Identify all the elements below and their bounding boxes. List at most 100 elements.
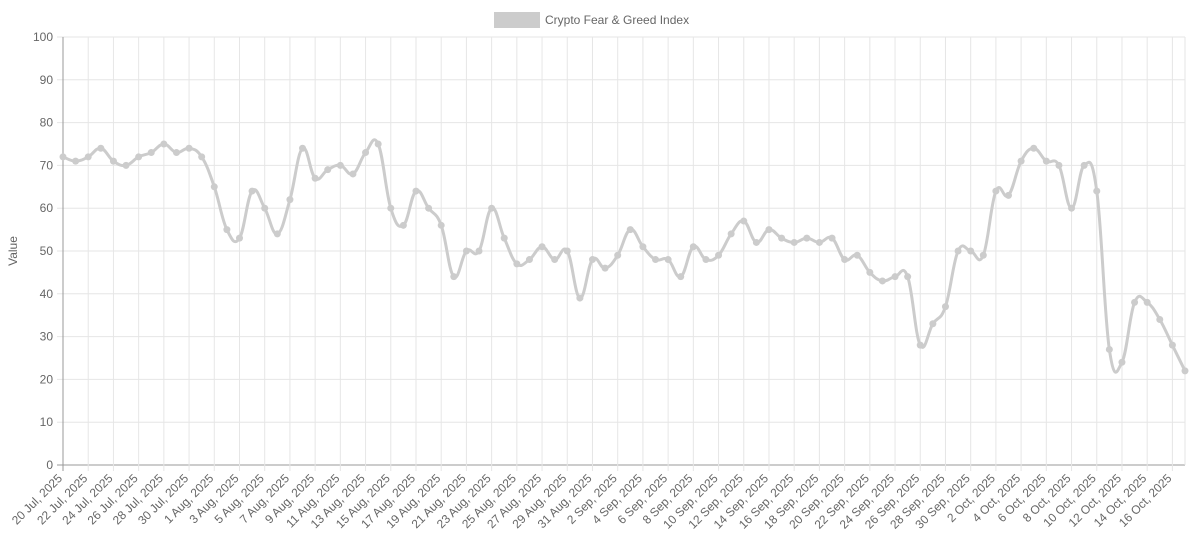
point	[72, 157, 80, 165]
point	[614, 251, 622, 259]
point	[172, 149, 180, 157]
point	[828, 234, 836, 242]
point	[462, 247, 470, 255]
point	[135, 153, 143, 161]
point	[740, 217, 748, 225]
point	[475, 247, 483, 255]
point	[248, 187, 256, 195]
point	[702, 256, 710, 264]
legend-label: Crypto Fear & Greed Index	[545, 13, 689, 27]
point	[803, 234, 811, 242]
point	[299, 144, 307, 152]
point	[261, 204, 269, 212]
point	[563, 247, 571, 255]
point	[488, 204, 496, 212]
point	[223, 226, 231, 234]
point	[1068, 204, 1076, 212]
point	[1168, 341, 1176, 349]
point	[84, 153, 92, 161]
point	[387, 204, 395, 212]
point	[639, 243, 647, 251]
point	[425, 204, 433, 212]
point	[941, 303, 949, 311]
y-tick-label: 0	[46, 458, 53, 472]
point	[160, 140, 168, 148]
point	[866, 268, 874, 276]
point	[778, 234, 786, 242]
point	[715, 251, 723, 259]
y-tick-label: 70	[40, 158, 54, 172]
point	[1118, 358, 1126, 366]
point	[1143, 298, 1151, 306]
point	[1131, 298, 1139, 306]
point	[1093, 187, 1101, 195]
y-tick-label: 80	[40, 116, 54, 130]
point	[916, 341, 924, 349]
point	[311, 174, 319, 182]
point	[904, 273, 912, 281]
point	[677, 273, 685, 281]
point	[97, 144, 105, 152]
point	[450, 273, 458, 281]
point	[513, 260, 521, 268]
point	[841, 256, 849, 264]
point	[790, 238, 798, 246]
point	[1181, 367, 1189, 375]
point	[362, 149, 370, 157]
y-tick-label: 50	[40, 244, 54, 258]
point	[815, 238, 823, 246]
point	[727, 230, 735, 238]
legend-swatch[interactable]	[494, 12, 540, 28]
point	[576, 294, 584, 302]
point	[891, 273, 899, 281]
point	[992, 187, 1000, 195]
point	[752, 238, 760, 246]
point	[185, 144, 193, 152]
point	[652, 256, 660, 264]
y-tick-label: 30	[40, 330, 54, 344]
point	[336, 161, 344, 169]
y-tick-label: 90	[40, 73, 54, 87]
point	[1005, 191, 1013, 199]
point	[664, 256, 672, 264]
point	[1055, 161, 1063, 169]
point	[109, 157, 117, 165]
point	[122, 161, 130, 169]
point	[198, 153, 206, 161]
point	[374, 140, 382, 148]
point	[689, 243, 697, 251]
point	[601, 264, 609, 272]
point	[538, 243, 546, 251]
point	[979, 251, 987, 259]
point	[967, 247, 975, 255]
point	[147, 149, 155, 157]
line	[62, 138, 1187, 374]
point	[349, 170, 357, 178]
point	[853, 251, 861, 259]
point	[626, 226, 634, 234]
point	[500, 234, 508, 242]
point	[929, 320, 937, 328]
point	[286, 196, 294, 204]
y-tick-label: 20	[40, 372, 54, 386]
y-tick-label: 10	[40, 415, 54, 429]
point	[1156, 315, 1164, 323]
point	[765, 226, 773, 234]
point	[399, 221, 407, 229]
point	[1105, 345, 1113, 353]
point	[273, 230, 281, 238]
y-axis-title: Value	[6, 236, 20, 266]
point	[1080, 161, 1088, 169]
point	[878, 277, 886, 285]
y-tick-label: 60	[40, 201, 54, 215]
point	[1030, 144, 1038, 152]
point	[551, 256, 559, 264]
point	[412, 187, 420, 195]
point	[1042, 157, 1050, 165]
point	[1017, 157, 1025, 165]
point	[525, 256, 533, 264]
point	[954, 247, 962, 255]
point	[59, 153, 67, 161]
point	[324, 166, 332, 174]
